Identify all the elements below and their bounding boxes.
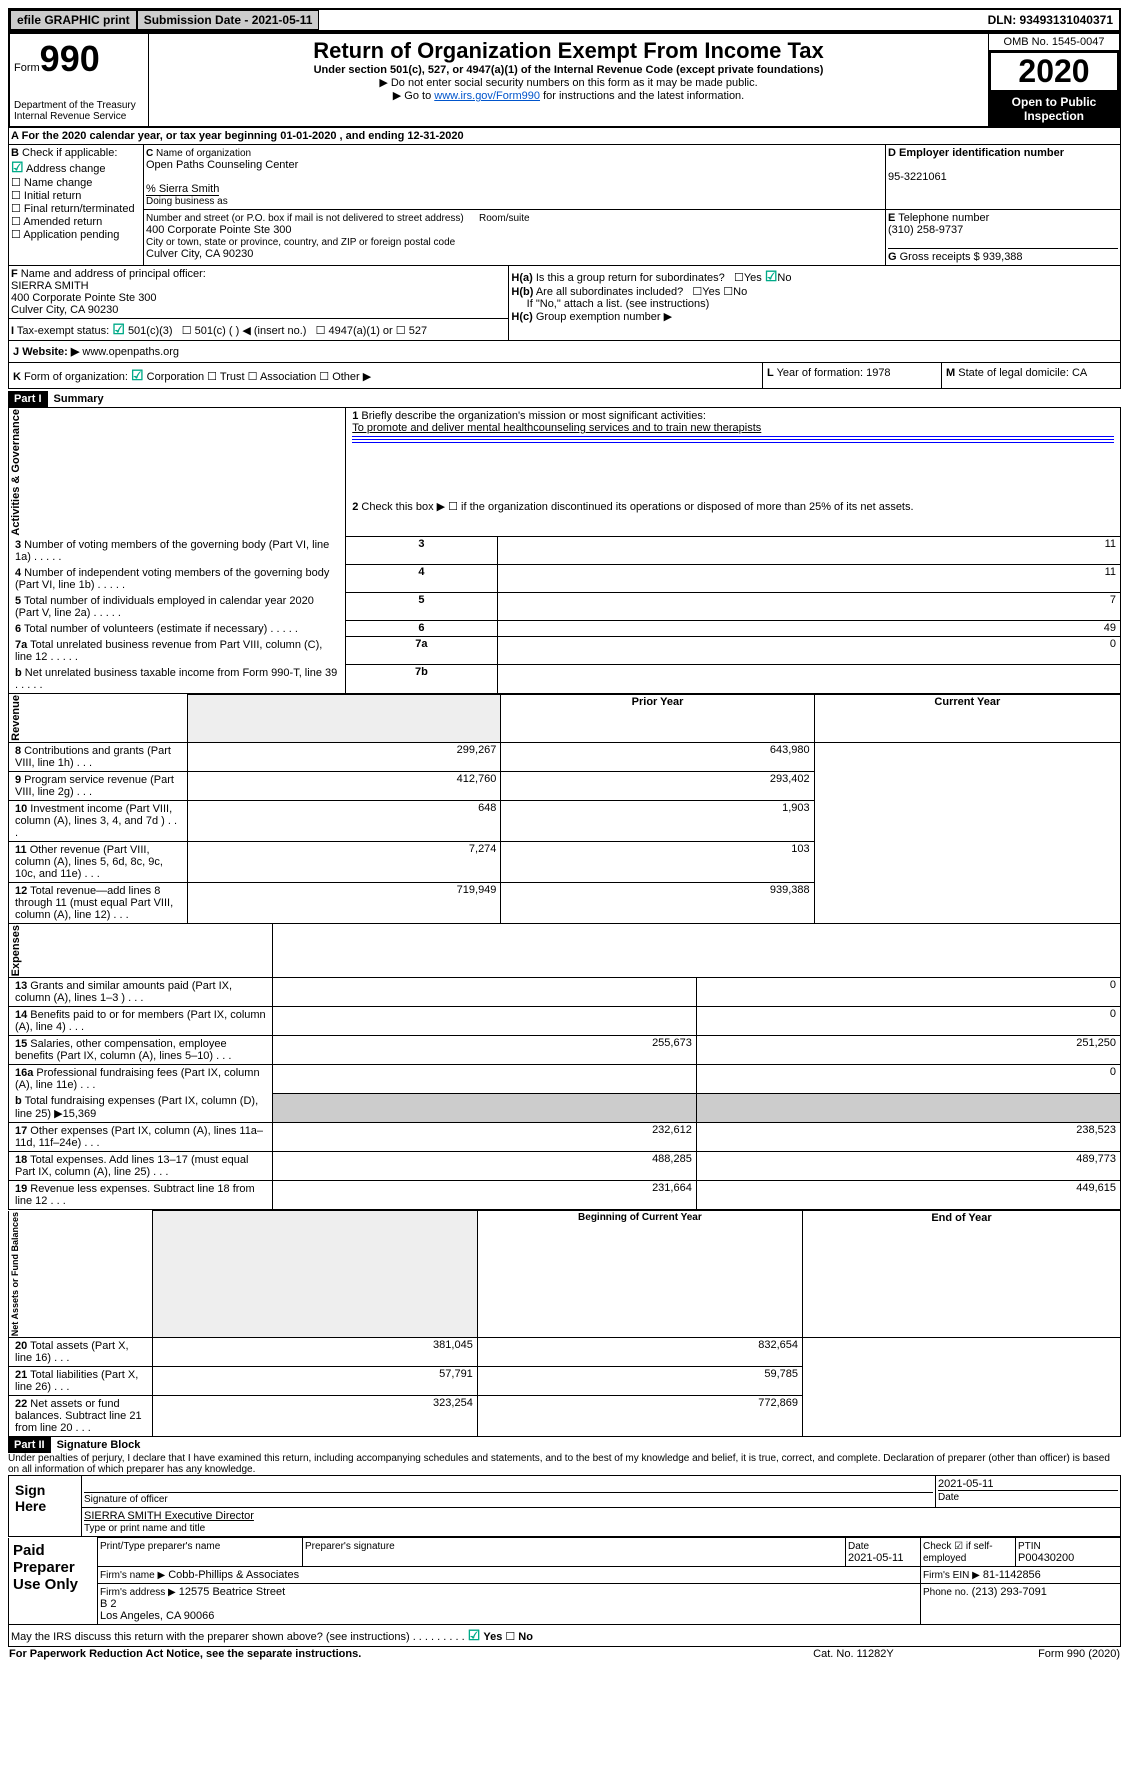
part1-header: Part ISummary <box>8 391 1121 407</box>
irs-label: Internal Revenue Service <box>14 111 144 122</box>
data-row: 16a Professional fundraising fees (Part … <box>9 1065 1121 1094</box>
part2-header: Part IISignature Block <box>8 1437 1121 1453</box>
firm-phone: (213) 293-7091 <box>972 1586 1047 1598</box>
discuss-row: May the IRS discuss this return with the… <box>8 1625 1121 1647</box>
top-bar: efile GRAPHIC print Submission Date - 20… <box>8 8 1121 32</box>
gov-row: 6 Total number of volunteers (estimate i… <box>9 621 1121 637</box>
gov-row: 4 Number of independent voting members o… <box>9 565 1121 593</box>
officer-status-table: F Name and address of principal officer:… <box>8 266 1121 341</box>
omb: OMB No. 1545-0047 <box>989 34 1119 51</box>
data-row: 15 Salaries, other compensation, employe… <box>9 1036 1121 1065</box>
side-expenses: Expenses <box>10 925 22 976</box>
mission: To promote and deliver mental healthcoun… <box>352 422 761 434</box>
officer-typed: SIERRA SMITH Executive Director <box>84 1510 254 1522</box>
dln: DLN: 93493131040371 <box>982 11 1119 29</box>
check-addr-icon: ☑ <box>11 159 24 175</box>
submission-date: Submission Date - 2021-05-11 <box>137 10 320 30</box>
website: www.openpaths.org <box>82 346 179 358</box>
form-subtitle: Under section 501(c), 527, or 4947(a)(1)… <box>153 64 984 76</box>
phone: (310) 258-9737 <box>888 224 963 236</box>
footer: For Paperwork Reduction Act Notice, see … <box>8 1647 1121 1661</box>
data-row: 17 Other expenses (Part IX, column (A), … <box>9 1123 1121 1152</box>
gov-row: 7a Total unrelated business revenue from… <box>9 637 1121 665</box>
data-row: b Total fundraising expenses (Part IX, c… <box>9 1093 1121 1123</box>
ein: 95-3221061 <box>888 171 947 183</box>
data-row: 11 Other revenue (Part VIII, column (A),… <box>9 841 1121 882</box>
firm-name: Cobb-Phillips & Associates <box>168 1569 299 1581</box>
sign-here-table: Sign Here Signature of officer 2021-05-1… <box>8 1475 1121 1537</box>
side-revenue: Revenue <box>10 695 22 741</box>
form-label: Form <box>14 62 40 74</box>
data-row: 9 Program service revenue (Part VIII, li… <box>9 771 1121 800</box>
revenue-table: Revenue Prior Year Current Year 8 Contri… <box>8 694 1121 924</box>
gov-row: 3 Number of voting members of the govern… <box>9 537 1121 565</box>
officer-name: SIERRA SMITH <box>11 280 89 292</box>
data-row: 19 Revenue less expenses. Subtract line … <box>9 1181 1121 1210</box>
check-if-label: Check if applicable: <box>22 147 117 159</box>
data-row: 8 Contributions and grants (Part VIII, l… <box>9 742 1121 771</box>
data-row: 21 Total liabilities (Part X, line 26) .… <box>9 1367 1121 1396</box>
gov-row: 5 Total number of individuals employed i… <box>9 593 1121 621</box>
data-row: 10 Investment income (Part VIII, column … <box>9 800 1121 841</box>
care-of: % Sierra Smith <box>146 183 219 196</box>
data-row: 20 Total assets (Part X, line 16) . . .3… <box>9 1338 1121 1367</box>
bullet-2: ▶ Go to www.irs.gov/Form990 for instruct… <box>153 89 984 102</box>
netassets-table: Net Assets or Fund Balances Beginning of… <box>8 1210 1121 1437</box>
org-form-row: K Form of organization: ☑ Corporation ☐ … <box>8 363 1121 389</box>
side-netassets: Net Assets or Fund Balances <box>10 1212 20 1336</box>
website-row: J Website: ▶ www.openpaths.org <box>8 341 1121 363</box>
firm-ein: 81-1142856 <box>983 1569 1041 1581</box>
paid-preparer-table: Paid Preparer Use Only Print/Type prepar… <box>8 1537 1121 1625</box>
period-line: A For the 2020 calendar year, or tax yea… <box>8 128 1121 145</box>
street-addr: 400 Corporate Pointe Ste 300 <box>146 224 292 236</box>
side-governance: Activities & Governance <box>10 409 22 536</box>
tax-year: 2020 <box>989 51 1119 92</box>
city-state: Culver City, CA 90230 <box>146 248 253 260</box>
perjury-text: Under penalties of perjury, I declare th… <box>8 1453 1121 1475</box>
form-header: Form990 Department of the Treasury Inter… <box>8 32 1121 128</box>
gross-receipts: 939,388 <box>983 251 1023 263</box>
summary-table: Activities & Governance 1 Briefly descri… <box>8 407 1121 694</box>
domicile: CA <box>1072 367 1087 379</box>
data-row: 22 Net assets or fund balances. Subtract… <box>9 1396 1121 1437</box>
entity-info-table: B Check if applicable: ☑ Address change … <box>8 145 1121 266</box>
dept-label: Department of the Treasury <box>14 100 144 111</box>
year-formation: 1978 <box>866 367 890 379</box>
form-number: 990 <box>40 38 100 79</box>
efile-button[interactable]: efile GRAPHIC print <box>10 10 137 30</box>
data-row: 12 Total revenue—add lines 8 through 11 … <box>9 882 1121 923</box>
data-row: 14 Benefits paid to or for members (Part… <box>9 1007 1121 1036</box>
org-name: Open Paths Counseling Center <box>146 159 298 171</box>
form-title: Return of Organization Exempt From Incom… <box>153 38 984 64</box>
open-inspection: Open to Public Inspection <box>989 92 1119 126</box>
irs-link[interactable]: www.irs.gov/Form990 <box>434 90 540 102</box>
ptin: P00430200 <box>1018 1552 1074 1564</box>
gov-row: b Net unrelated business taxable income … <box>9 665 1121 694</box>
data-row: 18 Total expenses. Add lines 13–17 (must… <box>9 1152 1121 1181</box>
bullet-1: ▶ Do not enter social security numbers o… <box>153 76 984 89</box>
expense-table: Expenses 13 Grants and similar amounts p… <box>8 924 1121 1210</box>
data-row: 13 Grants and similar amounts paid (Part… <box>9 978 1121 1007</box>
